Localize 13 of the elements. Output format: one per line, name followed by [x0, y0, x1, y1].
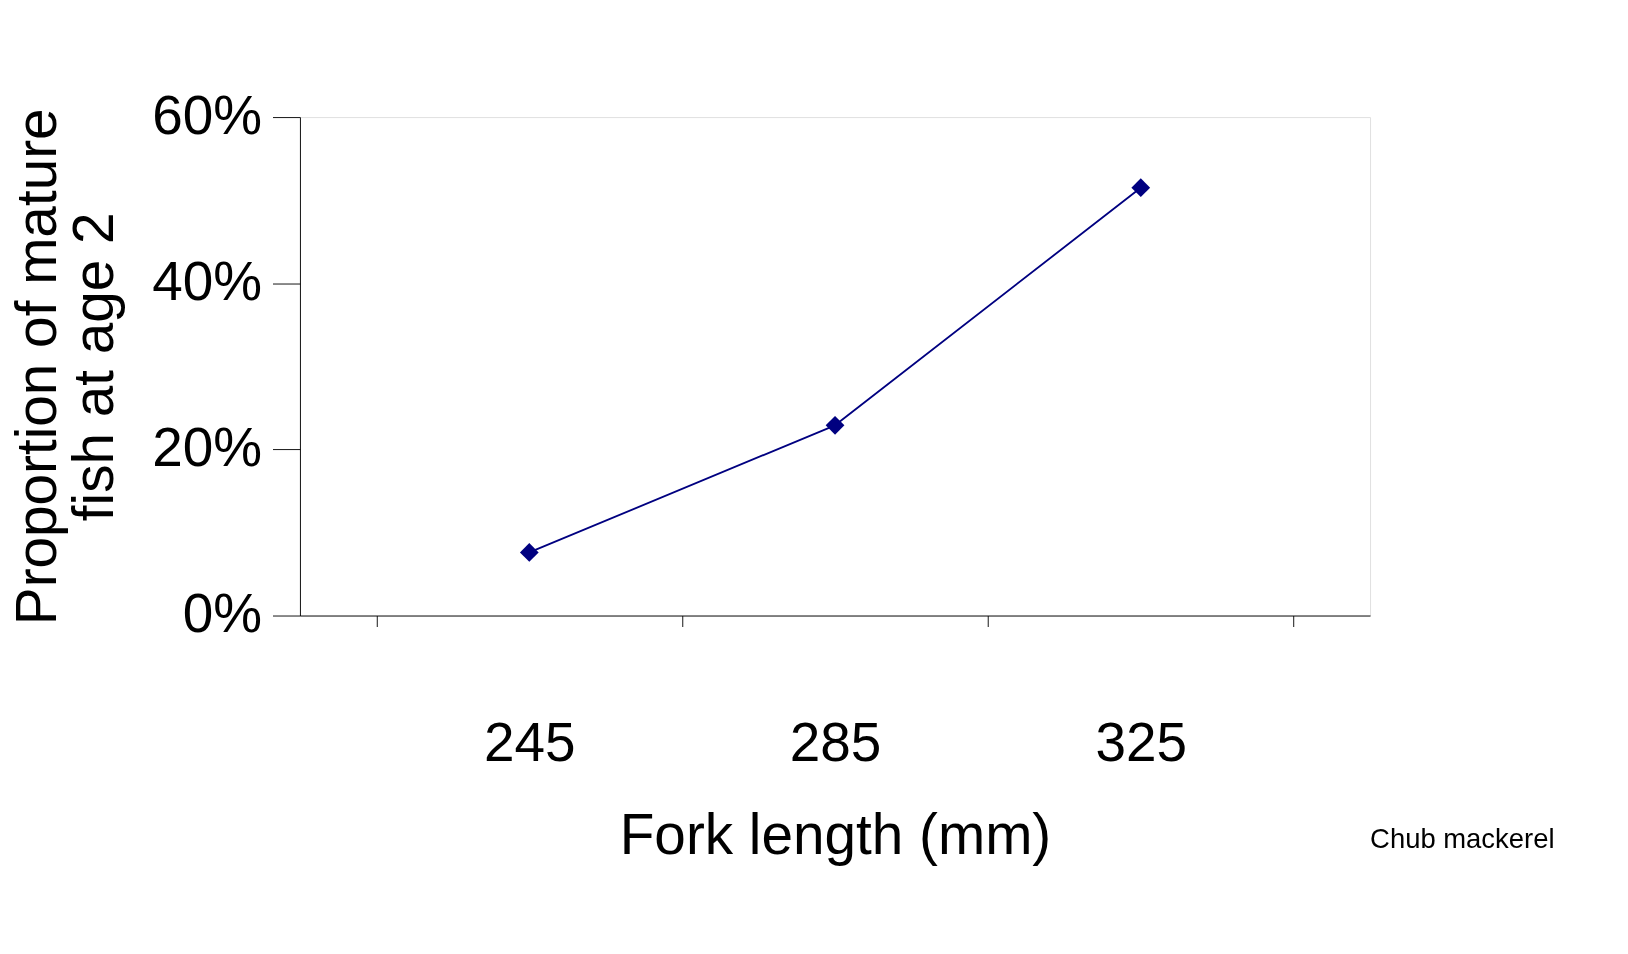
x-tick-label: 325	[1095, 711, 1187, 774]
y-axis-title: Proportion of mature fish at age 2	[5, 108, 125, 626]
x-axis-title: Fork length (mm)	[619, 802, 1052, 866]
y-tick-label: 40%	[152, 250, 263, 313]
point	[1131, 178, 1151, 198]
y-tick-label: 0%	[182, 582, 263, 645]
x-tick-label: 245	[483, 711, 576, 774]
y-tick-label: 20%	[152, 416, 263, 479]
point	[519, 543, 539, 562]
x-tick-label: 285	[789, 711, 882, 774]
text: Chub mackerel	[1370, 822, 1555, 854]
point	[825, 415, 845, 435]
y-tick-label: 60%	[152, 84, 263, 147]
